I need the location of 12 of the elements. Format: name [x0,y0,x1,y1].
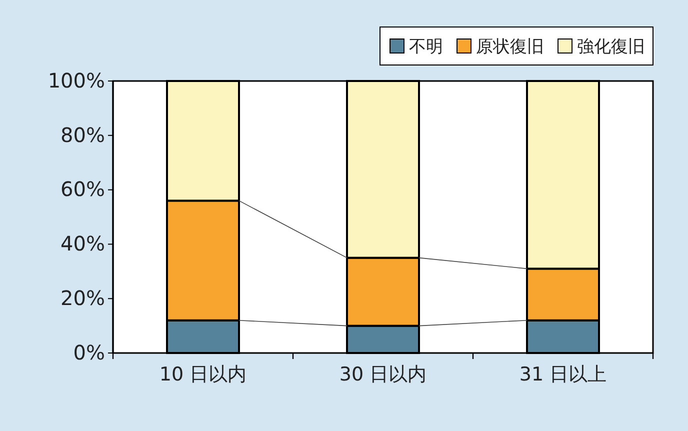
x-tick-label: 31 日以上 [519,364,607,386]
y-tick-label: 20% [60,286,105,310]
y-tick-label: 0% [73,340,105,364]
y-tick-label: 60% [60,177,105,202]
y-tick-label: 80% [60,122,105,147]
y-tick-label: 40% [60,232,105,256]
x-tick-label: 30 日以内 [339,364,427,386]
y-tick-label: 100% [48,68,105,92]
legend-label: 原状復旧 [476,37,544,57]
legend-label: 不明 [409,37,443,57]
x-tick-label: 10 日以内 [159,364,247,386]
legend-label: 強化復旧 [577,37,645,57]
